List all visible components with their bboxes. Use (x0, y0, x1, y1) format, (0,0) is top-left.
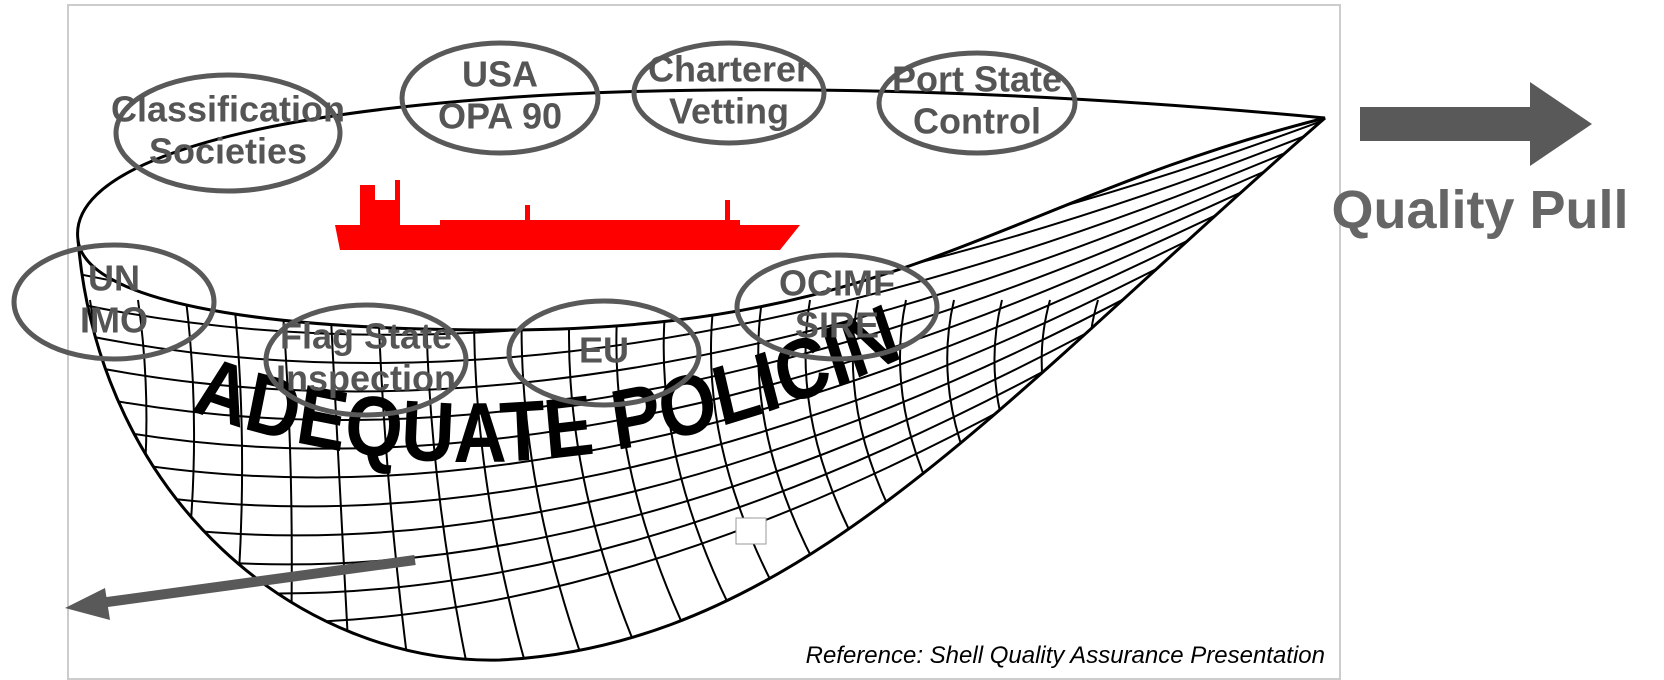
node-label: UN (88, 258, 140, 299)
node-label: Societies (149, 131, 307, 172)
node-label: Control (913, 101, 1041, 142)
quality-arrow (1360, 82, 1592, 166)
icon (736, 518, 766, 544)
node-label: IMO (80, 300, 148, 341)
arrow-label: Quality Pull (1331, 180, 1628, 240)
node-label: SIRE (795, 305, 879, 346)
node-label: OCIMF (779, 263, 895, 304)
node-label: Inspection (276, 358, 456, 399)
diagram: INADEQUATE POLICING ClassificationSociet… (0, 0, 1664, 680)
node-label: Vetting (669, 91, 789, 132)
node-label: EU (579, 330, 629, 371)
node-label: Charterer (648, 49, 810, 90)
reference: Reference: Shell Quality Assurance Prese… (806, 642, 1325, 669)
node-label: Classification (111, 89, 345, 130)
node-label: OPA 90 (438, 96, 562, 137)
node-label: Port State (892, 59, 1062, 100)
node-label: USA (462, 54, 538, 95)
node-label: Flag State (280, 316, 452, 357)
